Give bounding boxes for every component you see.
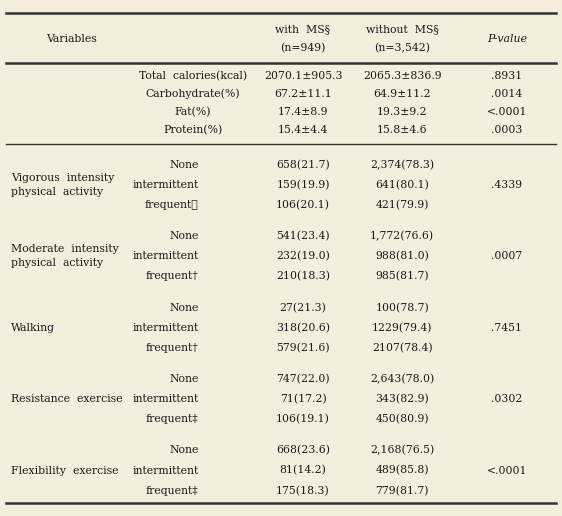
Text: 27(21.3): 27(21.3) bbox=[279, 302, 327, 313]
Text: physical  activity: physical activity bbox=[11, 187, 103, 197]
Text: P-value: P-value bbox=[487, 34, 527, 43]
Text: 17.4±8.9: 17.4±8.9 bbox=[278, 107, 328, 117]
Text: None: None bbox=[169, 303, 198, 313]
Text: 985(81.7): 985(81.7) bbox=[375, 271, 429, 282]
Text: 421(79.9): 421(79.9) bbox=[375, 200, 429, 210]
Text: 2065.3±836.9: 2065.3±836.9 bbox=[363, 71, 442, 81]
Text: intermittent: intermittent bbox=[132, 394, 198, 404]
Text: 318(20.6): 318(20.6) bbox=[276, 322, 330, 333]
Text: <.0001: <.0001 bbox=[487, 107, 527, 117]
Text: Total  calories(kcal): Total calories(kcal) bbox=[139, 71, 247, 81]
Text: Moderate  intensity: Moderate intensity bbox=[11, 245, 119, 254]
Text: .7451: .7451 bbox=[491, 323, 522, 333]
Text: 2070.1±905.3: 2070.1±905.3 bbox=[264, 71, 342, 81]
Text: .0003: .0003 bbox=[491, 125, 523, 136]
Text: Fat(%): Fat(%) bbox=[175, 107, 211, 118]
Text: intermittent: intermittent bbox=[132, 323, 198, 333]
Text: Flexibility  exercise: Flexibility exercise bbox=[11, 465, 119, 476]
Text: None: None bbox=[169, 374, 198, 384]
Text: 668(23.6): 668(23.6) bbox=[276, 445, 330, 456]
Text: Variables: Variables bbox=[46, 34, 97, 43]
Text: frequent†: frequent† bbox=[146, 271, 198, 281]
Text: .0014: .0014 bbox=[491, 89, 523, 99]
Text: 81(14.2): 81(14.2) bbox=[279, 465, 327, 476]
Text: 2,374(78.3): 2,374(78.3) bbox=[370, 160, 434, 170]
Text: 1,772(76.6): 1,772(76.6) bbox=[370, 231, 434, 241]
Text: intermittent: intermittent bbox=[132, 465, 198, 476]
Text: (n=949): (n=949) bbox=[280, 43, 326, 53]
Text: 159(19.9): 159(19.9) bbox=[277, 180, 330, 190]
Text: None: None bbox=[169, 445, 198, 456]
Text: .8931: .8931 bbox=[491, 71, 523, 81]
Text: physical  activity: physical activity bbox=[11, 259, 103, 268]
Text: with  MS§: with MS§ bbox=[275, 24, 330, 34]
Text: Resistance  exercise: Resistance exercise bbox=[11, 394, 123, 404]
Text: 15.8±4.6: 15.8±4.6 bbox=[377, 125, 428, 136]
Text: 15.4±4.4: 15.4±4.4 bbox=[278, 125, 328, 136]
Text: 100(78.7): 100(78.7) bbox=[375, 302, 429, 313]
Text: frequent‡: frequent‡ bbox=[146, 486, 198, 496]
Text: 988(81.0): 988(81.0) bbox=[375, 251, 429, 262]
Text: 343(82.9): 343(82.9) bbox=[375, 394, 429, 405]
Text: intermittent: intermittent bbox=[132, 180, 198, 190]
Text: 2,168(76.5): 2,168(76.5) bbox=[370, 445, 434, 456]
Text: 2107(78.4): 2107(78.4) bbox=[372, 343, 433, 353]
Text: None: None bbox=[169, 231, 198, 241]
Text: 641(80.1): 641(80.1) bbox=[375, 180, 429, 190]
Text: .0302: .0302 bbox=[491, 394, 523, 404]
Text: 106(19.1): 106(19.1) bbox=[276, 414, 330, 425]
Text: None: None bbox=[169, 160, 198, 170]
Text: 1229(79.4): 1229(79.4) bbox=[372, 322, 432, 333]
Text: frequent‡: frequent‡ bbox=[146, 414, 198, 424]
Text: Carbohydrate(%): Carbohydrate(%) bbox=[146, 89, 240, 100]
Text: 779(81.7): 779(81.7) bbox=[375, 486, 429, 496]
Text: frequent★: frequent★ bbox=[144, 200, 198, 210]
Text: Protein(%): Protein(%) bbox=[163, 125, 223, 136]
Text: 232(19.0): 232(19.0) bbox=[276, 251, 330, 262]
Text: 19.3±9.2: 19.3±9.2 bbox=[377, 107, 428, 117]
Text: 579(21.6): 579(21.6) bbox=[276, 343, 330, 353]
Text: (n=3,542): (n=3,542) bbox=[374, 43, 430, 53]
Text: 658(21.7): 658(21.7) bbox=[276, 160, 330, 170]
Text: 175(18.3): 175(18.3) bbox=[276, 486, 330, 496]
Text: 450(80.9): 450(80.9) bbox=[375, 414, 429, 425]
Text: 64.9±11.2: 64.9±11.2 bbox=[373, 89, 431, 99]
Text: intermittent: intermittent bbox=[132, 251, 198, 262]
Text: 106(20.1): 106(20.1) bbox=[276, 200, 330, 210]
Text: without  MS§: without MS§ bbox=[366, 24, 438, 34]
Text: 2,643(78.0): 2,643(78.0) bbox=[370, 374, 434, 384]
Text: 71(17.2): 71(17.2) bbox=[280, 394, 327, 405]
Text: Vigorous  intensity: Vigorous intensity bbox=[11, 173, 115, 183]
Text: frequent†: frequent† bbox=[146, 343, 198, 353]
Text: <.0001: <.0001 bbox=[487, 465, 527, 476]
Text: 541(23.4): 541(23.4) bbox=[276, 231, 330, 241]
Text: Walking: Walking bbox=[11, 323, 55, 333]
Text: .0007: .0007 bbox=[491, 251, 523, 262]
Text: 67.2±11.1: 67.2±11.1 bbox=[274, 89, 332, 99]
Text: .4339: .4339 bbox=[491, 180, 522, 190]
Text: 489(85.8): 489(85.8) bbox=[375, 465, 429, 476]
Text: 747(22.0): 747(22.0) bbox=[276, 374, 330, 384]
Text: 210(18.3): 210(18.3) bbox=[276, 271, 330, 282]
